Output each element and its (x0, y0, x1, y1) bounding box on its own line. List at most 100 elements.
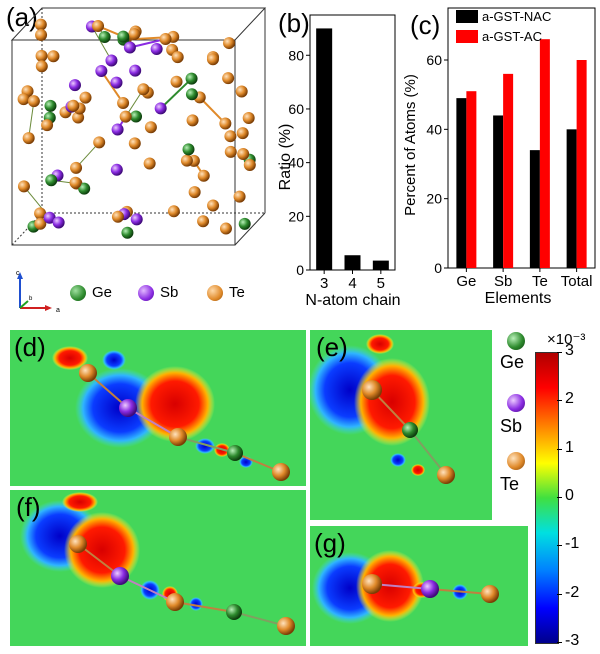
colorbar-tick (557, 593, 562, 595)
colorbar-gradient (535, 352, 559, 644)
e-te-atom-1 (362, 380, 382, 400)
structure-atom (137, 83, 150, 96)
structure-atom (35, 29, 48, 42)
structure-atom (78, 182, 91, 195)
structure-atom (128, 137, 141, 150)
field-ge-label: Ge (500, 352, 525, 372)
chart-c-bar-ac (539, 39, 550, 269)
colorbar-tick-label: -2 (565, 583, 580, 601)
structure-atom (123, 41, 136, 54)
structure-atom (111, 123, 124, 136)
legend-ac-label: a-GST-AC (482, 29, 542, 44)
structure-atom (186, 114, 199, 127)
colorbar-tick-label: 0 (565, 487, 574, 504)
structure-atom (69, 176, 82, 189)
chart-b-bar (344, 255, 361, 270)
structure-atom (129, 64, 142, 77)
structure-atom (105, 54, 118, 67)
chart-c-panel-label: (c) (410, 10, 440, 40)
structure-atom (206, 53, 219, 66)
structure-atom (93, 136, 106, 149)
structure-atom (128, 28, 141, 41)
structure-atom (170, 75, 183, 88)
chart-b-ytick-label: 0 (296, 262, 304, 278)
panel-a-label: (a) (6, 2, 38, 32)
structure-atom (235, 85, 248, 98)
structure-atom (233, 190, 246, 203)
panel-f-label: (f) (16, 492, 41, 522)
colorbar-tick (557, 642, 562, 643)
d-te-atom-2 (169, 428, 187, 446)
structure-atom (223, 37, 236, 50)
panel-a: (a) c a b Ge Sb Te (0, 0, 285, 320)
colorbar-tick-label: 1 (565, 438, 574, 456)
d-te-atom-1 (79, 364, 97, 382)
panel-d: (d) (10, 330, 306, 486)
structure-atom (150, 43, 163, 56)
structure-atom (47, 50, 60, 63)
structure-atom (43, 211, 56, 224)
panel-e-label: (e) (316, 332, 348, 362)
structure-model-image (10, 7, 267, 246)
f-te-atom-2 (166, 593, 184, 611)
colorbar-tick (557, 545, 562, 547)
chart-c-xtick-label: Total (561, 273, 593, 290)
structure-atom (117, 96, 130, 109)
axis-b-label: b (29, 296, 33, 302)
element-legend: Ge Sb Te (70, 283, 280, 307)
chart-c-xtick-label: Ge (456, 273, 476, 290)
chart-c-ylabel: Percent of Atoms (%) (402, 74, 419, 216)
structure-atom (121, 226, 134, 239)
structure-atom (159, 32, 172, 45)
structure-atom (143, 157, 156, 170)
panel-d-label: (d) (14, 332, 46, 362)
chart-c-xtick-label: Sb (494, 273, 512, 290)
chart-c: (c) 0 20 40 60 Ge Sb Te Total Percent of Atoms … (402, 7, 596, 307)
structure-atom (17, 180, 30, 193)
structure-atom (171, 51, 184, 64)
chart-c-ytick-label: 40 (426, 121, 442, 137)
structure-atom (98, 30, 111, 43)
f-sb-atom (111, 567, 129, 585)
structure-bond (100, 70, 124, 104)
structure-bond (199, 96, 227, 125)
structure-atom (22, 132, 35, 145)
structure-atom (219, 117, 232, 130)
structure-atom (67, 99, 80, 112)
g-te-atom-1 (362, 574, 382, 594)
structure-atom (111, 210, 124, 223)
legend-te-ball (207, 285, 223, 301)
chart-b-panel-label: (b) (278, 8, 310, 38)
structure-atom (95, 64, 108, 77)
structure-bond (91, 26, 112, 61)
structure-atom (154, 102, 167, 115)
structure-atom (119, 110, 132, 123)
structure-atom (70, 161, 83, 174)
structure-atom (207, 199, 220, 212)
f-te-atom-1 (69, 535, 87, 553)
f-ge-atom (226, 604, 242, 620)
legend-sb-ball (138, 285, 154, 301)
chart-b-xtick-label: 3 (320, 275, 328, 292)
structure-atom (197, 215, 210, 228)
structure-atom (236, 127, 249, 140)
structure-atom (35, 49, 48, 62)
structure-atom (44, 99, 57, 112)
structure-atom (237, 148, 250, 161)
structure-atom (144, 121, 157, 134)
panel-g: (g) (310, 526, 528, 646)
colorbar-tick-label: -1 (565, 535, 580, 553)
panel-c: (c) 0 20 40 60 Ge Sb Te Total Percent of Atoms … (400, 0, 600, 320)
structure-atom (34, 18, 47, 31)
chart-b-ytick-label: 80 (288, 47, 304, 63)
structure-atom (185, 72, 198, 85)
colorbar: ×10⁻³ 3 2 1 0 -1 -2 -3 (535, 330, 600, 650)
colorbar-tick (557, 400, 562, 402)
chart-c-bar-ac (576, 60, 587, 268)
chart-c-xlabel: Elements (485, 290, 552, 307)
structure-bond (159, 77, 193, 110)
structure-atom (41, 119, 54, 132)
d-te-atom-3 (272, 463, 290, 481)
structure-atom (130, 213, 143, 226)
axis-c-label: c (16, 270, 20, 277)
